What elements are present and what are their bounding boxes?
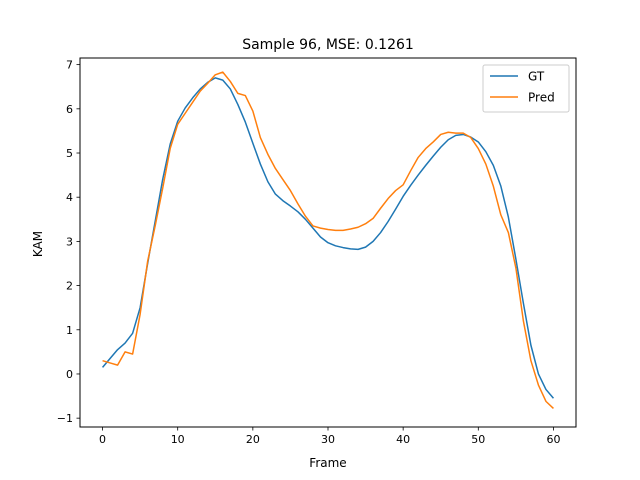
legend: GT Pred [482, 64, 570, 113]
series-line-pred [102, 71, 554, 409]
y-axis-label: KAM [31, 231, 45, 257]
x-tick-label: 30 [321, 433, 335, 446]
y-tick-label: 1 [66, 324, 73, 337]
x-tick-label: 50 [471, 433, 485, 446]
x-tick-label: 0 [99, 433, 106, 446]
plot-layer [101, 71, 555, 409]
legend-box [482, 64, 570, 113]
series-line-gt [101, 77, 555, 399]
x-tick-label: 60 [546, 433, 560, 446]
x-tick-label: 20 [246, 433, 260, 446]
y-tick-label: 3 [66, 235, 73, 248]
y-tick-label: 4 [66, 191, 73, 204]
x-axis-label: Frame [309, 456, 346, 470]
legend-label-gt: GT [528, 70, 545, 84]
y-tick-label: 0 [66, 368, 73, 381]
chart-title: Sample 96, MSE: 0.1261 [242, 37, 414, 53]
y-tick-label: 2 [66, 280, 73, 293]
y-tick-label: −1 [57, 412, 73, 425]
ticks-layer: 0 10 20 30 40 50 60 −1 0 1 2 3 4 5 6 7 [57, 59, 561, 446]
x-tick-label: 10 [171, 433, 185, 446]
x-tick-label: 40 [396, 433, 410, 446]
y-tick-label: 7 [66, 59, 73, 72]
y-tick-label: 5 [66, 147, 73, 160]
y-tick-label: 6 [66, 103, 73, 116]
legend-label-pred: Pred [528, 91, 555, 105]
